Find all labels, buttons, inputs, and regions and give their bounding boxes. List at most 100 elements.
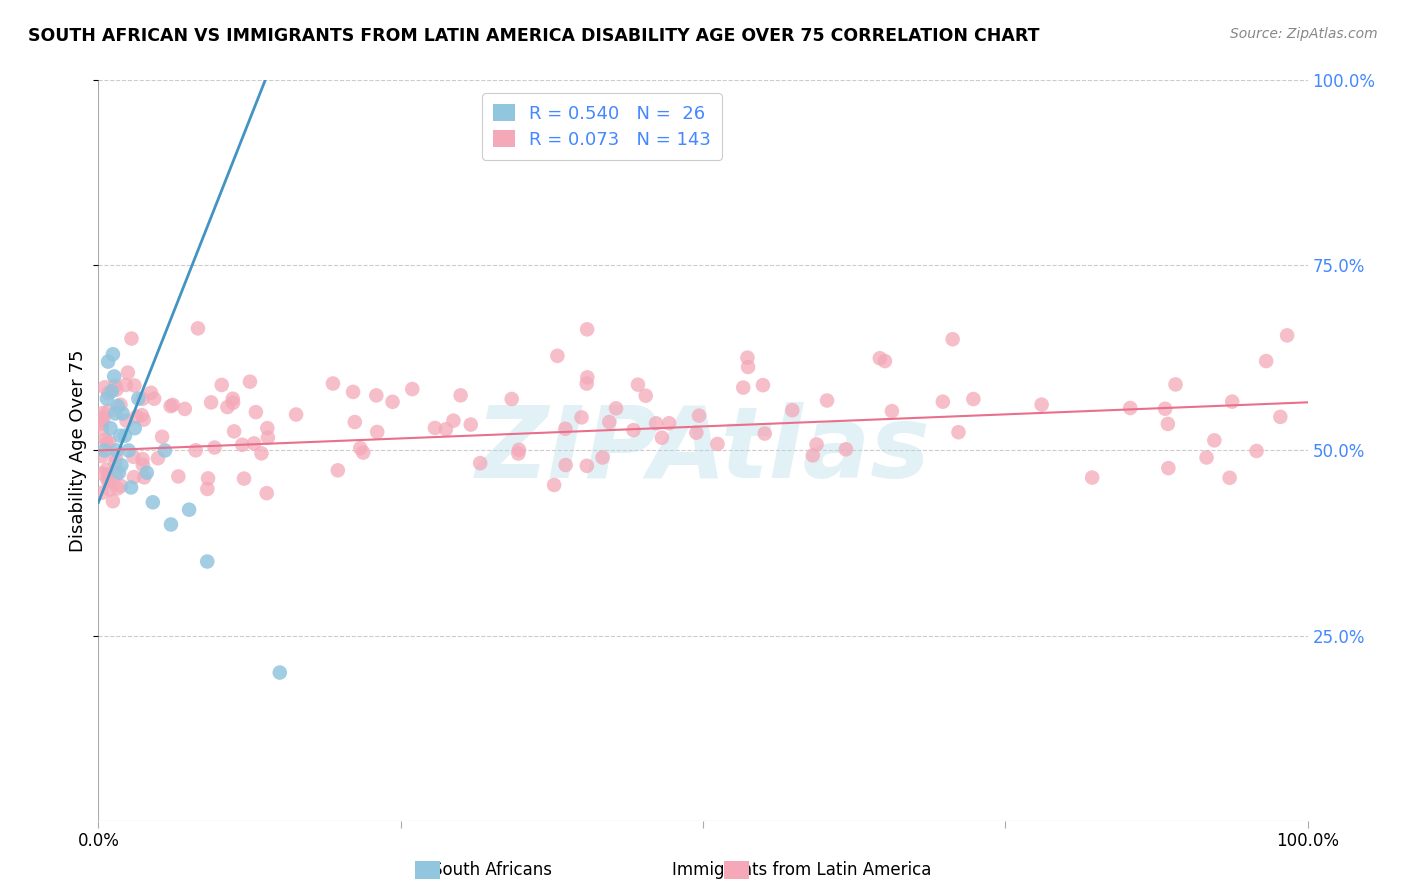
Point bbox=[423, 421, 446, 435]
Point bbox=[211, 378, 233, 392]
Point bbox=[1220, 394, 1243, 409]
Point bbox=[93, 443, 115, 458]
Point bbox=[434, 422, 457, 436]
Point bbox=[104, 407, 127, 421]
Y-axis label: Disability Age Over 75: Disability Age Over 75 bbox=[69, 349, 87, 552]
Point bbox=[1204, 434, 1226, 448]
Point bbox=[162, 398, 184, 412]
Point bbox=[962, 392, 984, 406]
Point bbox=[101, 347, 124, 361]
Point bbox=[114, 428, 136, 442]
Point bbox=[131, 408, 153, 422]
Point bbox=[122, 450, 145, 464]
Point bbox=[159, 399, 181, 413]
Point bbox=[737, 359, 759, 374]
Point bbox=[352, 445, 374, 459]
Point bbox=[179, 502, 201, 516]
Point bbox=[91, 417, 114, 431]
Point bbox=[120, 480, 142, 494]
Point bbox=[150, 430, 173, 444]
Point bbox=[132, 458, 155, 472]
Point bbox=[110, 479, 132, 493]
Point bbox=[187, 321, 209, 335]
Point bbox=[100, 421, 122, 435]
Point bbox=[204, 441, 226, 455]
Point bbox=[257, 431, 280, 445]
Point bbox=[131, 452, 153, 467]
Point bbox=[117, 366, 139, 380]
Point bbox=[107, 399, 129, 413]
Point bbox=[543, 478, 565, 492]
Point bbox=[752, 378, 775, 392]
Point bbox=[96, 392, 118, 406]
Text: Immigrants from Latin America: Immigrants from Latin America bbox=[672, 861, 931, 879]
Point bbox=[688, 409, 710, 423]
Point bbox=[605, 401, 627, 416]
Point bbox=[115, 414, 138, 428]
Point bbox=[349, 441, 371, 455]
Point bbox=[91, 410, 114, 425]
Point bbox=[200, 395, 222, 409]
Point bbox=[733, 381, 755, 395]
Point bbox=[107, 482, 129, 496]
Point bbox=[104, 456, 127, 470]
Point bbox=[873, 354, 896, 368]
Point bbox=[256, 486, 278, 500]
Point bbox=[195, 555, 218, 569]
Point bbox=[645, 417, 668, 431]
Point bbox=[880, 404, 903, 418]
Point bbox=[96, 473, 118, 487]
Point bbox=[1164, 377, 1187, 392]
Point bbox=[91, 485, 114, 500]
Point bbox=[101, 494, 124, 508]
Point bbox=[554, 422, 576, 436]
Point bbox=[160, 517, 183, 532]
Point bbox=[627, 377, 650, 392]
Point bbox=[231, 438, 253, 452]
Point bbox=[98, 483, 121, 497]
Point bbox=[184, 443, 207, 458]
Point bbox=[122, 470, 145, 484]
Point bbox=[110, 398, 132, 412]
Point bbox=[571, 410, 593, 425]
Point bbox=[658, 416, 681, 430]
Point bbox=[139, 385, 162, 400]
Point bbox=[322, 376, 344, 391]
Point bbox=[222, 425, 245, 439]
Point bbox=[142, 495, 165, 509]
Point bbox=[91, 449, 114, 463]
Point bbox=[250, 446, 273, 460]
Point bbox=[118, 443, 141, 458]
Point bbox=[111, 407, 134, 421]
Point bbox=[97, 404, 120, 418]
Point bbox=[91, 467, 114, 481]
Point bbox=[450, 388, 472, 402]
Point bbox=[706, 437, 728, 451]
Point bbox=[222, 392, 245, 406]
Point bbox=[801, 449, 824, 463]
Point bbox=[97, 386, 120, 401]
Point bbox=[146, 451, 169, 466]
Point bbox=[932, 394, 955, 409]
Point bbox=[124, 378, 146, 392]
Text: Source: ZipAtlas.com: Source: ZipAtlas.com bbox=[1230, 27, 1378, 41]
Point bbox=[948, 425, 970, 440]
Point bbox=[108, 466, 131, 480]
Point bbox=[121, 332, 143, 346]
Point bbox=[110, 458, 132, 473]
Point bbox=[1275, 328, 1298, 343]
Point bbox=[105, 443, 128, 458]
Point bbox=[96, 435, 118, 450]
Point bbox=[623, 423, 645, 437]
Point bbox=[634, 389, 657, 403]
Point bbox=[233, 472, 256, 486]
Point bbox=[651, 431, 673, 445]
Point bbox=[575, 376, 598, 391]
Point bbox=[575, 458, 598, 473]
Point bbox=[806, 437, 828, 451]
Point bbox=[93, 413, 115, 427]
Point bbox=[134, 470, 156, 484]
Point bbox=[114, 378, 136, 392]
Point bbox=[815, 393, 838, 408]
Point bbox=[100, 384, 122, 399]
